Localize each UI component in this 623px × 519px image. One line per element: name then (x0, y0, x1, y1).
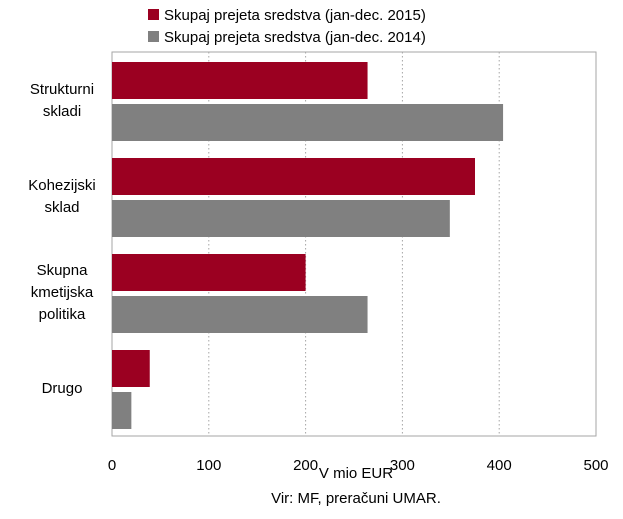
bar (112, 296, 368, 333)
bar (112, 350, 150, 387)
plot-area (111, 51, 597, 437)
y-category-label: Drugo (42, 380, 83, 397)
source-note: Vir: MF, preračuni UMAR. (271, 490, 441, 507)
x-tick-label: 100 (196, 457, 221, 474)
y-axis-labels: Strukturni skladi Kohezijski sklad Skupna kme… (28, 81, 96, 397)
bar (112, 104, 504, 141)
bar (112, 158, 475, 195)
legend-swatch (148, 31, 159, 42)
bar (112, 62, 368, 99)
y-category-label: politika (39, 306, 86, 323)
legend-label: Skupaj prejeta sredstva (jan-dec. 2015) (164, 7, 426, 24)
legend-label: Skupaj prejeta sredstva (jan-dec. 2014) (164, 29, 426, 46)
bar (112, 200, 450, 237)
bar (112, 392, 132, 429)
x-tick-label: 300 (390, 457, 415, 474)
y-category-label: skladi (43, 103, 81, 120)
plot-frame (111, 51, 597, 437)
legend-swatch (148, 9, 159, 20)
y-category-label: sklad (44, 199, 79, 216)
x-axis-title: V mio EUR (319, 465, 393, 482)
y-category-label: kmetijska (31, 284, 94, 301)
y-category-label: Strukturni (30, 81, 94, 98)
x-tick-label: 500 (583, 457, 608, 474)
x-axis: 0 100 200 300 400 500 (108, 457, 609, 474)
y-category-label: Skupna (37, 262, 89, 279)
x-tick-label: 400 (487, 457, 512, 474)
x-tick-label: 200 (293, 457, 318, 474)
legend: Skupaj prejeta sredstva (jan-dec. 2015) S… (148, 7, 426, 46)
bar (112, 254, 306, 291)
x-tick-label: 0 (108, 457, 116, 474)
y-category-label: Kohezijski (28, 177, 96, 194)
